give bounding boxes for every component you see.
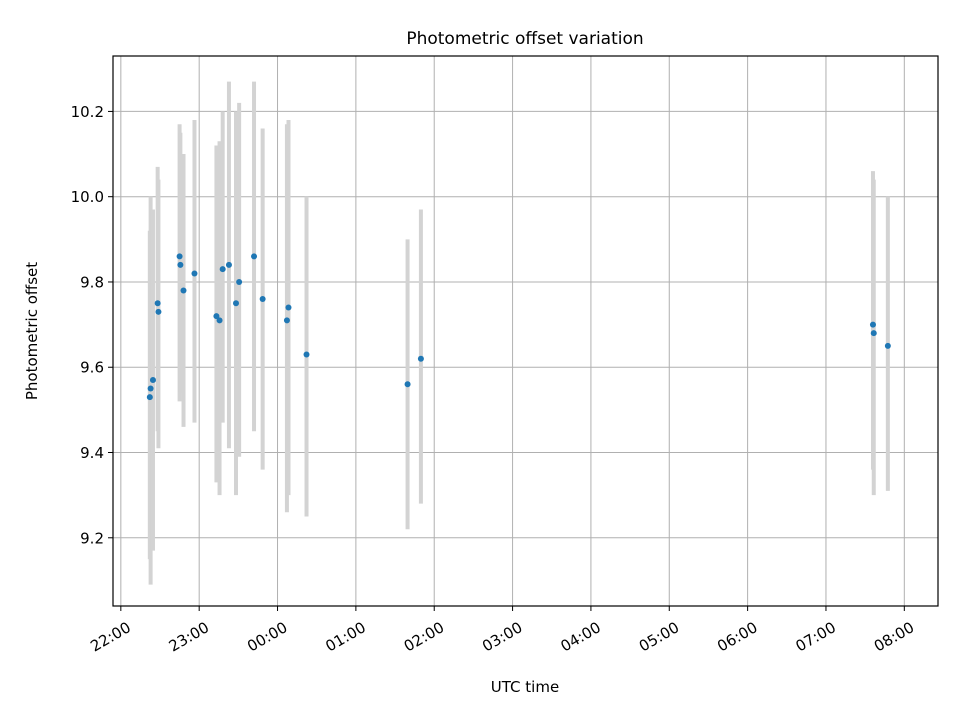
data-point <box>283 317 290 324</box>
plot-frame <box>112 55 939 607</box>
data-point <box>259 296 266 303</box>
data-point <box>176 253 183 260</box>
data-point <box>285 304 292 311</box>
data-point <box>404 381 411 388</box>
data-point <box>225 261 232 268</box>
data-point <box>251 253 258 260</box>
y-tick-label: 9.6 <box>80 359 104 377</box>
y-tick-label: 9.8 <box>80 273 104 291</box>
chart-title: Photometric offset variation <box>406 29 643 49</box>
data-point <box>869 321 876 328</box>
data-point <box>884 342 891 349</box>
data-point <box>233 300 240 307</box>
data-point <box>870 330 877 337</box>
y-tick-label: 10.2 <box>71 103 104 121</box>
y-tick-label: 10.0 <box>71 188 104 206</box>
data-point <box>149 377 156 384</box>
data-point <box>216 317 223 324</box>
data-point <box>236 278 243 285</box>
data-point <box>417 355 424 362</box>
data-point <box>303 351 310 358</box>
data-point <box>154 300 161 307</box>
y-tick-label: 9.2 <box>80 529 104 547</box>
data-point <box>191 270 198 277</box>
data-point <box>219 266 226 273</box>
data-points <box>146 253 891 401</box>
data-point <box>146 394 153 401</box>
grid <box>113 56 938 606</box>
data-point <box>177 261 184 268</box>
data-point <box>180 287 187 294</box>
x-axis-label: UTC time <box>491 678 559 696</box>
y-axis-label: Photometric offset <box>23 262 41 400</box>
y-tick-label: 9.4 <box>80 444 104 462</box>
y-axis: 9.2 9.4 9.6 9.8 10.0 10.2 <box>71 103 113 547</box>
data-point <box>155 308 162 315</box>
data-point <box>213 313 220 320</box>
data-point <box>147 385 154 392</box>
